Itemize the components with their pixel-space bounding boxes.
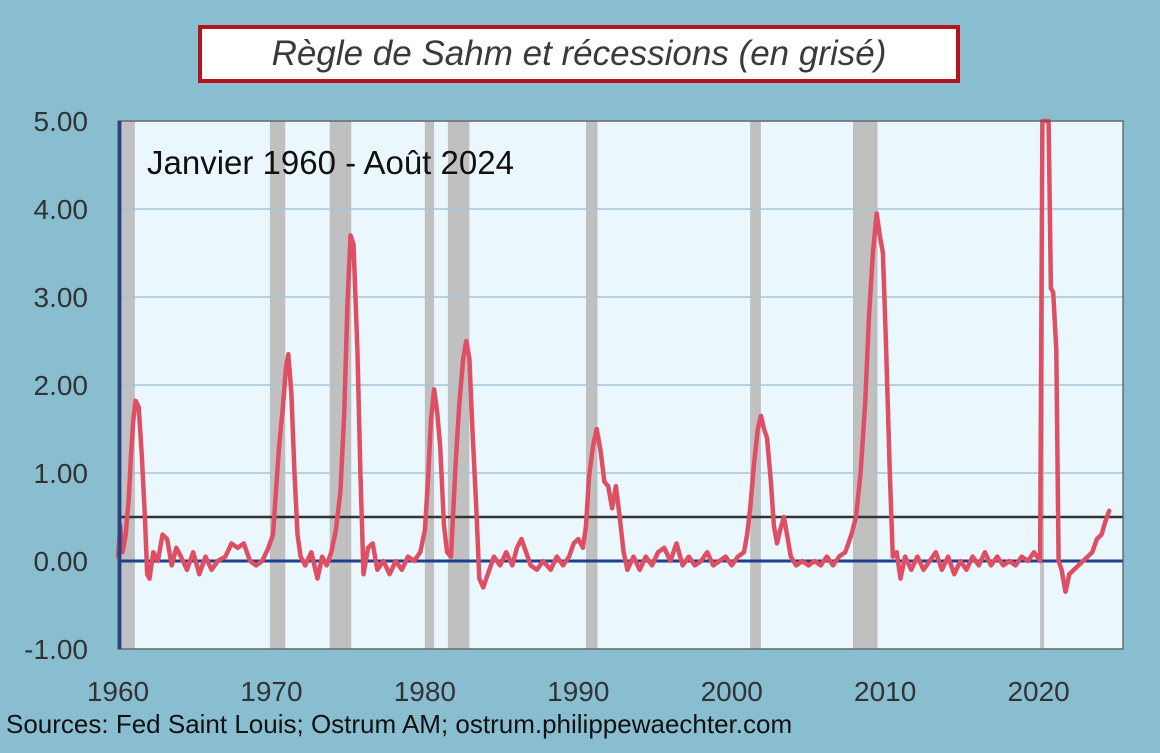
chart-title: Règle de Sahm et récessions (en grisé)	[271, 34, 887, 73]
x-axis-ticks: 1960 1970 1980 1990 2000 2010 2020	[87, 676, 1070, 707]
plot-frame	[117, 120, 1124, 650]
x-tick-label-2: 1980	[394, 676, 456, 707]
title-box: Règle de Sahm et récessions (en grisé)	[198, 25, 960, 83]
x-tick-label-3: 1990	[547, 676, 609, 707]
y-axis-ticks: -1.00 0.00 1.00 2.00 3.00 4.00 5.00	[24, 106, 88, 665]
x-tick-label-4: 2000	[701, 676, 763, 707]
x-tick-label-6: 2020	[1007, 676, 1069, 707]
series-group	[115, 118, 1112, 595]
y-tick-label-5: 4.00	[34, 194, 89, 225]
y-tick-label-4: 3.00	[34, 282, 89, 313]
chart-subtitle: Janvier 1960 - Août 2024	[147, 144, 514, 181]
source-note: Sources: Fed Saint Louis; Ostrum AM; ost…	[6, 709, 793, 739]
x-tick-label-1: 1970	[240, 676, 302, 707]
y-tick-label-6: 5.00	[34, 106, 89, 137]
y-tick-label-1: 0.00	[34, 546, 89, 577]
series-line-0	[115, 118, 1112, 595]
y-tick-label-0: -1.00	[24, 634, 88, 665]
y-tick-label-3: 2.00	[34, 370, 89, 401]
x-tick-label-0: 1960	[87, 676, 149, 707]
y-tick-label-2: 1.00	[34, 458, 89, 489]
x-tick-label-5: 2010	[854, 676, 916, 707]
